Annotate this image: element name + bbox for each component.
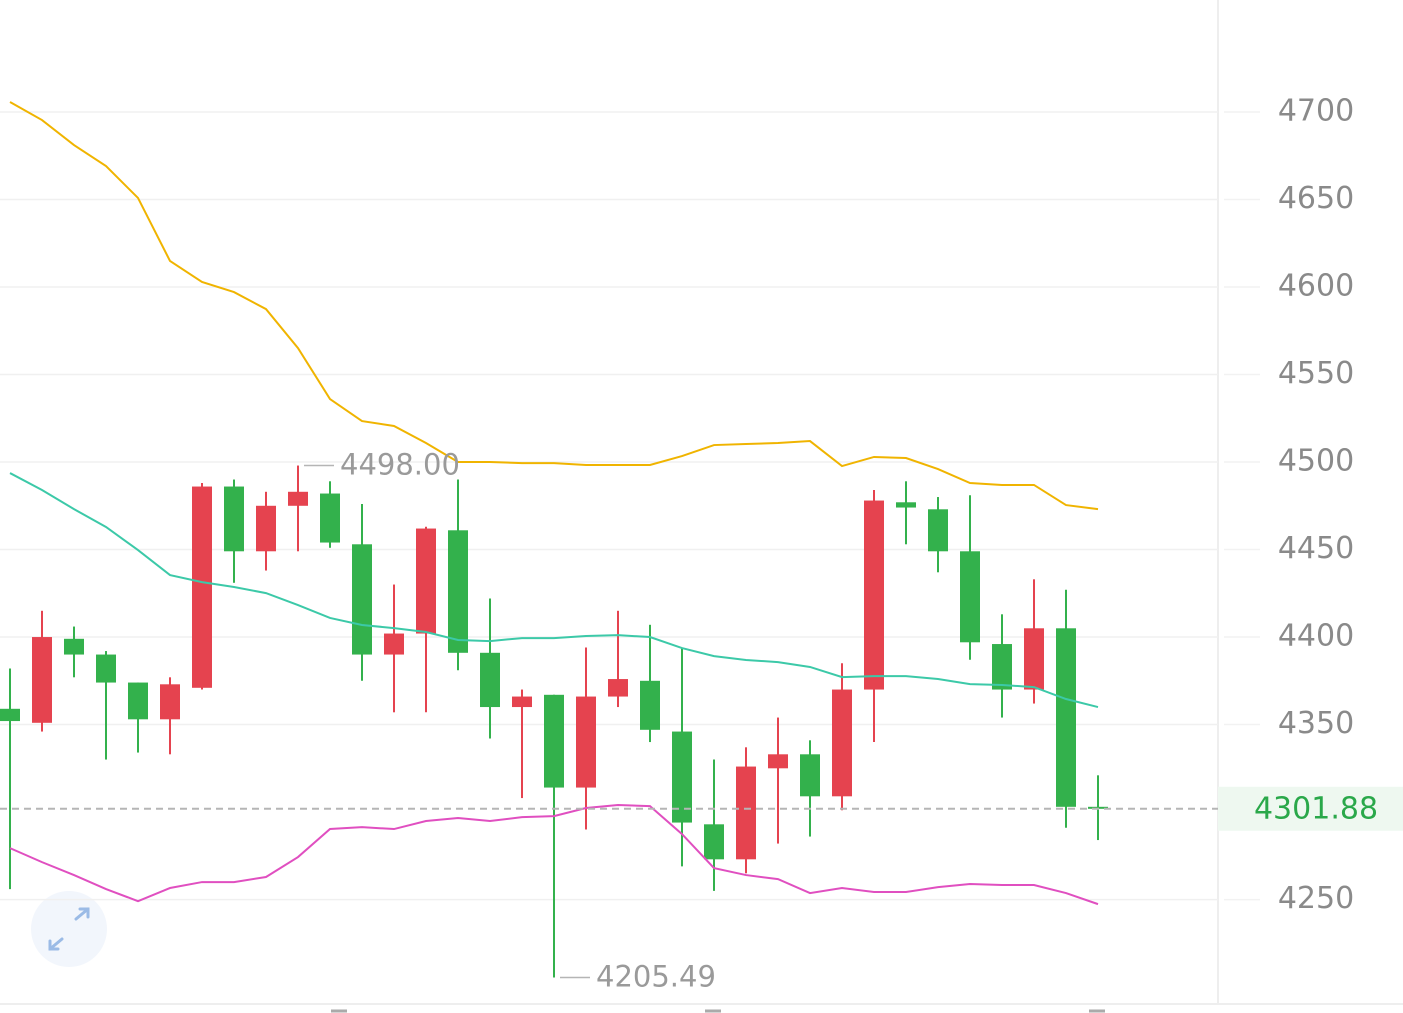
y-tick-label: 4450 xyxy=(1278,531,1354,566)
band-line xyxy=(9,101,1099,511)
candle-body xyxy=(320,493,340,543)
candle-body xyxy=(256,505,276,552)
y-tick-label: 4600 xyxy=(1278,269,1354,304)
candle-body xyxy=(64,638,84,655)
candle-body xyxy=(512,696,532,708)
band-line xyxy=(9,804,1099,906)
candle-body xyxy=(192,486,212,688)
y-tick-label: 4400 xyxy=(1278,619,1354,654)
last-price-box xyxy=(1218,786,1403,831)
candles xyxy=(0,465,1108,978)
candle-body xyxy=(928,509,948,552)
candle-body xyxy=(864,500,884,690)
candle-body xyxy=(416,528,436,634)
candle-body xyxy=(800,754,820,797)
candle-body xyxy=(768,754,788,769)
candle-body xyxy=(384,633,404,655)
candle-body xyxy=(640,680,660,730)
candle-body xyxy=(1024,628,1044,690)
candle-body xyxy=(96,654,116,683)
y-tick-label: 4350 xyxy=(1278,706,1354,741)
last-price-label: 4301.88 xyxy=(1254,791,1378,826)
band-line xyxy=(9,472,1099,709)
candle-body xyxy=(224,486,244,552)
y-tick-label: 4250 xyxy=(1278,881,1354,916)
candle-body xyxy=(1056,628,1076,807)
candle-body xyxy=(608,679,628,697)
annotation-label: 4498.00 xyxy=(340,448,460,482)
candle-body xyxy=(672,731,692,823)
candle-body xyxy=(288,491,308,506)
candle-body xyxy=(160,684,180,720)
y-tick-label: 4550 xyxy=(1278,356,1354,391)
candle-body xyxy=(832,689,852,797)
candle-body xyxy=(544,694,564,788)
candle-body xyxy=(128,682,148,720)
candle-body xyxy=(480,652,500,708)
candle-body xyxy=(576,696,596,788)
candle-body xyxy=(992,644,1012,690)
y-tick-label: 4650 xyxy=(1278,181,1354,216)
candle-body xyxy=(32,637,52,723)
y-tick-label: 4500 xyxy=(1278,444,1354,479)
annotation-label: 4205.49 xyxy=(596,959,716,993)
candle-body xyxy=(0,708,20,722)
candle-body xyxy=(704,824,724,860)
expand-button[interactable] xyxy=(31,891,107,967)
candle-body xyxy=(352,544,372,655)
candle-body xyxy=(736,766,756,860)
y-tick-label: 4700 xyxy=(1278,94,1354,129)
candle-body xyxy=(448,530,468,653)
candle-body xyxy=(896,502,916,508)
candle-body xyxy=(960,551,980,643)
